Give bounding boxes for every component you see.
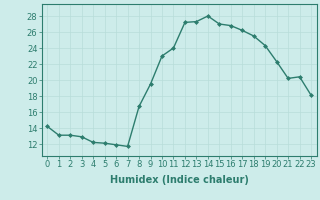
X-axis label: Humidex (Indice chaleur): Humidex (Indice chaleur) <box>110 175 249 185</box>
